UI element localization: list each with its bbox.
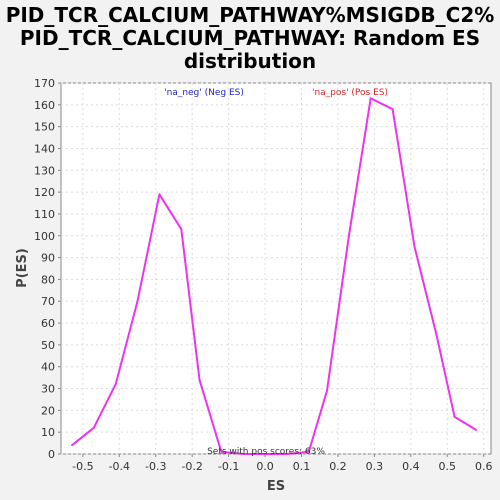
- x-axis: -0.5 -0.4 -0.3 -0.2 -0.1 0.0 0.1 0.2 0.3 0.4 0.5 0.…: [72, 454, 492, 473]
- legend-neg: 'na_neg' (Neg ES): [164, 88, 244, 98]
- pos-scores-annotation: Sets with pos scores: 63%: [207, 447, 325, 457]
- x-tick-label: -0.4: [109, 460, 130, 473]
- y-tick-label: 70: [41, 295, 55, 308]
- x-tick-label: 0.1: [293, 460, 311, 473]
- data-point: [369, 97, 372, 100]
- plot-area: [60, 82, 492, 455]
- y-tick-label: 0: [48, 448, 55, 461]
- y-tick-label: 40: [41, 361, 55, 374]
- data-point: [391, 108, 394, 111]
- y-tick-label: 90: [41, 252, 55, 265]
- y-tick-label: 20: [41, 404, 55, 417]
- data-point: [92, 426, 95, 429]
- data-point: [242, 453, 245, 455]
- series-group: [71, 97, 478, 455]
- x-tick-label: 0.2: [329, 460, 347, 473]
- y-tick-label: 160: [34, 99, 55, 112]
- chart-title-line-1: PID_TCR_CALCIUM_PATHWAY%MSIGDB_C2%: [5, 3, 495, 27]
- x-tick-label: -0.1: [218, 460, 239, 473]
- chart-title-line-3: distribution: [183, 49, 317, 73]
- x-tick-label: -0.3: [145, 460, 166, 473]
- y-tick-label: 130: [34, 164, 55, 177]
- y-axis-label: P(ES): [15, 248, 30, 288]
- data-point: [198, 378, 201, 381]
- y-tick-label: 170: [34, 77, 55, 90]
- legend-pos: 'na_pos' (Pos ES): [312, 88, 388, 98]
- series-line: [71, 97, 477, 455]
- y-tick-label: 60: [41, 317, 55, 330]
- y-tick-label: 10: [41, 426, 55, 439]
- data-point: [413, 245, 416, 248]
- y-axis: 0 10 20 30 40 50 60 70 80 90 100 110 120 130 140 150 160…: [34, 77, 61, 461]
- data-point: [286, 453, 288, 455]
- data-point: [475, 429, 478, 431]
- data-point: [114, 383, 117, 386]
- data-point: [435, 333, 438, 335]
- data-point: [136, 300, 139, 303]
- y-tick-label: 50: [41, 339, 55, 352]
- x-axis-label: ES: [267, 479, 285, 494]
- x-tick-label: 0.3: [366, 460, 384, 473]
- data-point: [264, 453, 266, 455]
- chart-title-line-2: PID_TCR_CALCIUM_PATHWAY: Random ES: [19, 26, 481, 50]
- data-point: [71, 444, 73, 447]
- y-tick-label: 140: [34, 142, 55, 155]
- data-point: [326, 389, 328, 392]
- x-tick-label: -0.5: [72, 460, 93, 473]
- y-tick-label: 30: [41, 383, 55, 396]
- y-tick-label: 80: [41, 273, 55, 286]
- data-point: [220, 450, 223, 453]
- chart-title: PID_TCR_CALCIUM_PATHWAY%MSIGDB_C2% PID_T…: [0, 4, 500, 73]
- y-tick-label: 100: [34, 230, 55, 243]
- x-tick-label: 0.5: [439, 460, 457, 473]
- x-tick-label: 0.0: [256, 460, 274, 473]
- y-tick-label: 110: [34, 208, 55, 221]
- data-point: [180, 228, 183, 231]
- data-point: [453, 416, 456, 418]
- data-point: [158, 193, 161, 196]
- data-point: [307, 450, 310, 453]
- x-tick-label: -0.2: [181, 460, 202, 473]
- x-tick-label: 0.6: [475, 460, 493, 473]
- grid: [61, 82, 491, 455]
- y-tick-label: 120: [34, 186, 55, 199]
- y-tick-label: 150: [34, 121, 55, 134]
- x-tick-label: 0.4: [402, 460, 420, 473]
- data-point: [347, 234, 350, 237]
